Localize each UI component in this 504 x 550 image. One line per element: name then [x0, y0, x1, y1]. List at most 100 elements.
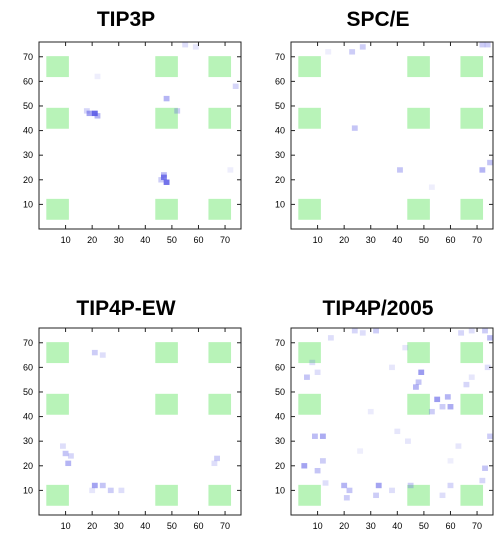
x-tick-label: 60	[193, 235, 203, 245]
y-tick-label: 60	[275, 362, 285, 372]
reservoir-block	[208, 107, 232, 129]
y-tick-label: 70	[23, 52, 33, 62]
occupancy-cell	[91, 482, 98, 489]
occupancy-cell	[487, 433, 493, 439]
x-tick-label: 40	[140, 521, 150, 531]
reservoir-block	[46, 393, 69, 415]
occupancy-cell	[314, 468, 321, 474]
x-tick-label: 30	[114, 235, 124, 245]
plot-frame	[290, 327, 494, 516]
panel-tip4p-ew: TIP4P-EW 10 20 30 40 50 60 70 10 20 30 40 50 60 70	[0, 275, 252, 550]
y-tick-label: 50	[275, 387, 285, 397]
occupancy-cell	[343, 495, 350, 501]
reservoir-block	[208, 198, 232, 220]
y-tick-label: 60	[275, 76, 285, 86]
reservoir-block	[46, 56, 69, 78]
reservoir-block	[460, 56, 484, 78]
occupancy-cell	[439, 404, 446, 410]
reservoir-block	[407, 56, 430, 78]
x-tick-label: 10	[61, 521, 71, 531]
occupancy-cell	[304, 374, 310, 380]
occupancy-cell	[487, 159, 493, 166]
occupancy-cell	[309, 359, 316, 366]
y-tick-label: 30	[23, 436, 33, 446]
occupancy-cell	[341, 482, 348, 489]
occupancy-cell	[447, 458, 454, 464]
occupancy-cell	[418, 369, 425, 375]
occupancy-cell	[482, 465, 488, 471]
x-tick-label: 30	[366, 521, 376, 531]
y-tick-label: 30	[275, 436, 285, 446]
occupancy-cell	[227, 167, 234, 173]
occupancy-cell	[349, 49, 356, 55]
x-tick-label: 70	[472, 521, 482, 531]
panel-tip4p-2005: TIP4P/2005 10 20 30 40 50 60 70 10 20 30 40 50 60 70	[252, 275, 504, 550]
occupancy-cell	[322, 480, 329, 486]
occupancy-cell	[367, 408, 374, 415]
reservoir-block	[46, 484, 69, 506]
occupancy-cell	[479, 477, 486, 484]
x-tick-label: 10	[313, 521, 323, 531]
occupancy-cell	[232, 83, 239, 89]
reservoir-block	[298, 198, 321, 220]
occupancy-cell	[439, 492, 446, 499]
occupancy-cell	[359, 330, 366, 336]
x-tick-label: 50	[167, 235, 177, 245]
y-tick-label: 70	[23, 338, 33, 348]
occupancy-cell	[91, 110, 98, 117]
reservoir-block	[298, 393, 321, 415]
heatmap-plot: 10 20 30 40 50 60 70 10 20 30 40 50 60 70	[275, 41, 494, 245]
reservoir-block	[46, 342, 69, 364]
occupancy-cell	[91, 349, 98, 356]
reservoir-block	[407, 198, 430, 220]
y-tick-label: 10	[275, 199, 285, 209]
occupancy-cell	[447, 482, 454, 489]
heatmap-plot: 10 20 30 40 50 60 70 10 20 30 40 50 60 70	[275, 327, 494, 531]
occupancy-cell	[158, 177, 165, 183]
y-tick-label: 60	[23, 76, 33, 86]
panel-spce: SPC/E 10 20 30 40 50 60 70 10 20 30 40 50 60 70	[252, 0, 504, 275]
reservoir-block	[208, 56, 232, 78]
x-tick-label: 30	[366, 235, 376, 245]
occupancy-cell	[415, 379, 422, 385]
occupancy-cell	[192, 44, 199, 50]
reservoir-block	[208, 393, 232, 415]
panel-title: TIP4P-EW	[76, 297, 176, 320]
reservoir-block	[208, 484, 232, 506]
panel-title: SPC/E	[346, 8, 410, 31]
x-tick-label: 20	[87, 235, 97, 245]
reservoir-block	[46, 198, 69, 220]
reservoir-block	[298, 107, 321, 129]
occupancy-cell	[428, 408, 435, 415]
y-tick-label: 60	[23, 362, 33, 372]
occupancy-cell	[163, 179, 170, 185]
reservoir-block	[155, 393, 178, 415]
reservoir-block	[155, 107, 178, 129]
x-tick-label: 10	[61, 235, 71, 245]
occupancy-cell	[346, 487, 353, 494]
x-tick-label: 70	[220, 521, 230, 531]
panel-title: TIP4P/2005	[322, 297, 434, 320]
occupancy-cell	[484, 42, 491, 48]
occupancy-cell	[86, 110, 93, 117]
occupancy-cell	[311, 433, 318, 439]
occupancy-cell	[65, 460, 72, 467]
y-tick-label: 10	[23, 199, 33, 209]
occupancy-cell	[325, 49, 332, 55]
x-tick-label: 60	[193, 521, 203, 531]
occupancy-cell	[389, 364, 395, 371]
heatmap-plot: 10 20 30 40 50 60 70 10 20 30 40 50 60 70	[23, 41, 242, 245]
reservoir-block	[460, 198, 484, 220]
y-tick-label: 70	[275, 338, 285, 348]
reservoir-block	[460, 393, 484, 415]
y-tick-label: 20	[275, 175, 285, 185]
occupancy-cell	[455, 443, 462, 449]
reservoir-block	[46, 107, 69, 129]
y-tick-label: 40	[275, 126, 285, 136]
occupancy-cell	[163, 95, 170, 102]
occupancy-cell	[468, 374, 475, 380]
x-tick-label: 10	[313, 235, 323, 245]
occupancy-cell	[407, 482, 414, 489]
occupancy-cell	[402, 344, 409, 351]
heatmap-plot: 10 20 30 40 50 60 70 10 20 30 40 50 60 70	[23, 327, 242, 531]
